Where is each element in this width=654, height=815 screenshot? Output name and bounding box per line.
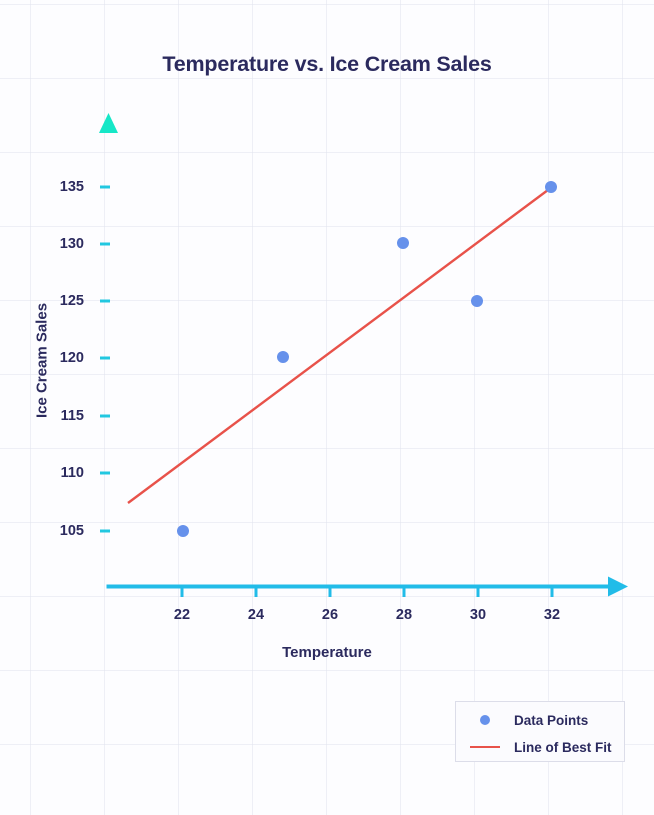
y-tick-label-130: 130	[59, 236, 84, 252]
data-point[interactable]	[277, 351, 289, 363]
data-point[interactable]	[545, 181, 557, 193]
x-axis-ticks	[180, 586, 554, 597]
legend-line-icon	[456, 746, 514, 748]
x-tick-label-30: 30	[469, 607, 487, 623]
y-tick-label-135: 135	[59, 179, 84, 195]
chart-legend: Data Points Line of Best Fit	[455, 701, 625, 762]
legend-item-data-points[interactable]: Data Points	[456, 705, 626, 735]
y-tick-label-125: 125	[59, 293, 84, 309]
y-tick-label-110: 110	[60, 465, 84, 481]
legend-dot-icon	[456, 715, 514, 725]
x-tick-label-26: 26	[321, 607, 339, 623]
y-axis-ticks	[100, 185, 110, 533]
line-of-best-fit	[127, 186, 553, 504]
data-point[interactable]	[471, 295, 483, 307]
data-point[interactable]	[177, 525, 189, 537]
y-tick-label-105: 105	[59, 523, 84, 539]
legend-label-line-of-best-fit: Line of Best Fit	[514, 739, 612, 755]
legend-item-line-of-best-fit[interactable]: Line of Best Fit	[456, 732, 626, 762]
x-tick-label-32: 32	[543, 607, 561, 623]
x-tick-label-28: 28	[395, 607, 413, 623]
y-tick-label-120: 120	[59, 350, 84, 366]
right-arrow-icon	[608, 576, 628, 597]
x-axis-title: Temperature	[282, 644, 372, 661]
legend-label-data-points: Data Points	[514, 712, 589, 728]
data-point[interactable]	[397, 237, 409, 249]
up-arrow-icon	[99, 113, 118, 133]
x-tick-label-22: 22	[173, 607, 191, 623]
chart-title: Temperature vs. Ice Cream Sales	[162, 52, 492, 76]
y-axis-title: Ice Cream Sales	[33, 302, 51, 419]
x-tick-label-24: 24	[247, 607, 265, 623]
y-tick-label-115: 115	[60, 408, 84, 424]
data-point-markers	[177, 181, 557, 537]
